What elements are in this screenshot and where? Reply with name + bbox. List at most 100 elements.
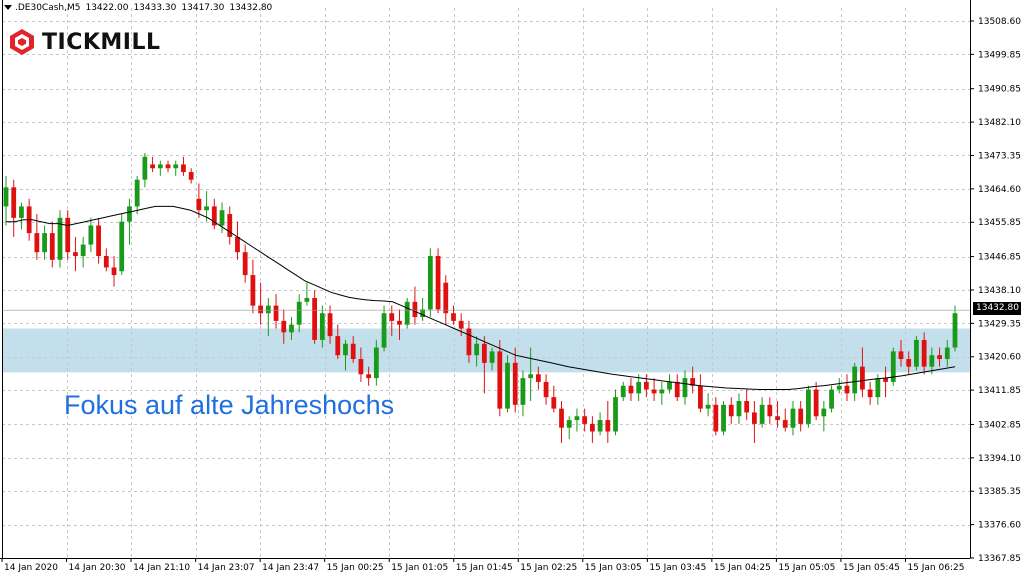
candle-body	[103, 256, 109, 268]
candle-body	[343, 343, 348, 356]
candle-body	[73, 252, 78, 257]
candle-body	[389, 313, 395, 321]
y-tick-label: 13385.35	[978, 487, 1021, 497]
ohlc-close: 13432.80	[229, 3, 273, 13]
candle-body	[358, 359, 364, 375]
candle-body	[782, 420, 788, 428]
tickmill-logo: TICKMILL	[8, 27, 161, 57]
x-tick-label: 14 Jan 20:30	[69, 563, 126, 573]
x-tick-label: 15 Jan 05:45	[843, 563, 900, 573]
candle-body	[335, 336, 341, 356]
candle-body	[875, 378, 881, 398]
candle-body	[682, 378, 688, 398]
x-tick-label: 14 Jan 23:47	[262, 563, 319, 573]
candle-body	[88, 225, 94, 245]
candle-body	[852, 366, 858, 394]
candle-body	[883, 378, 888, 382]
candle-body	[752, 412, 757, 424]
y-tick-label: 13438.10	[978, 286, 1021, 296]
candle-body	[667, 381, 672, 390]
grid	[2, 8, 971, 559]
candle-body	[898, 351, 904, 360]
y-tick-label: 13367.85	[978, 554, 1021, 564]
candle-body	[142, 156, 148, 180]
x-tick-label: 15 Jan 00:25	[327, 563, 384, 573]
candle-body	[775, 416, 780, 421]
candle-body	[605, 420, 611, 432]
y-tick-label: 13429.35	[978, 319, 1021, 329]
candle-body	[860, 366, 865, 390]
candle-body	[235, 236, 240, 253]
candle-body	[451, 313, 456, 321]
candle-body	[798, 408, 804, 424]
candle-body	[65, 217, 71, 253]
candle-body	[165, 164, 171, 169]
candle-body	[458, 320, 464, 329]
candle-body	[497, 351, 503, 409]
candle-body	[412, 301, 418, 318]
x-tick-label: 15 Jan 01:45	[456, 563, 513, 573]
y-tick-label: 13376.60	[978, 521, 1021, 531]
candle-body	[373, 347, 379, 379]
candle-body	[127, 206, 132, 222]
candle-body	[57, 217, 63, 260]
candle-body	[265, 305, 271, 314]
candle-body	[582, 416, 588, 424]
candle-body	[628, 385, 634, 394]
candle-body	[173, 164, 179, 169]
caret-down-icon[interactable]	[4, 5, 12, 10]
candle-body	[906, 359, 912, 367]
candle-body	[520, 378, 526, 405]
x-tick-label: 15 Jan 04:25	[714, 563, 771, 573]
candle-body	[381, 313, 387, 348]
candle-body	[327, 313, 333, 337]
candle-body	[304, 297, 310, 302]
candle-body	[134, 179, 140, 207]
candle-body	[921, 339, 927, 367]
candle-body	[150, 164, 155, 169]
candle-body	[211, 206, 217, 226]
candle-body	[242, 252, 248, 276]
candle-body	[250, 275, 256, 306]
candle-body	[312, 297, 318, 340]
y-tick-label: 13420.60	[978, 353, 1021, 363]
candle-body	[620, 385, 626, 398]
candle-body	[836, 385, 842, 390]
candle-body	[512, 362, 518, 405]
x-tick-label: 15 Jan 05:05	[778, 563, 835, 573]
candle-body	[196, 198, 202, 211]
x-tick-label: 15 Jan 02:25	[520, 563, 577, 573]
moving-average	[6, 205, 956, 390]
y-tick-label: 13499.85	[978, 50, 1021, 60]
candle-body	[535, 374, 541, 382]
annotation-text: Fokus auf alte Jahreshochs	[64, 390, 395, 420]
y-tick-label: 13473.35	[978, 151, 1021, 161]
candle-body	[713, 404, 719, 432]
y-tick-label: 13402.85	[978, 420, 1021, 430]
x-tick-label: 15 Jan 03:45	[649, 563, 706, 573]
y-tick-label: 13464.60	[978, 185, 1021, 195]
candle-body	[181, 164, 186, 173]
logo-text: TICKMILL	[42, 29, 161, 55]
candle-body	[227, 214, 233, 237]
x-tick-label: 14 Jan 2020	[4, 563, 58, 573]
candle-body	[721, 404, 726, 432]
candle-body	[11, 187, 17, 218]
candle-body	[466, 328, 472, 356]
candle-body	[273, 305, 279, 321]
moving-average-line	[6, 205, 956, 390]
candle-body	[119, 221, 125, 272]
y-tick-label: 13394.10	[978, 454, 1021, 464]
candle-body	[813, 389, 819, 417]
candle-body	[319, 313, 325, 340]
y-tick-label: 13508.60	[978, 17, 1021, 27]
candle-body	[744, 400, 750, 413]
candle-body	[551, 397, 557, 409]
candle-body	[505, 362, 510, 409]
candle-body	[427, 256, 433, 310]
candle-body	[597, 420, 603, 432]
candle-body	[566, 420, 572, 428]
symbol-info-bar: .DE30Cash,M5 13422.00 13433.30 13417.30 1343…	[4, 3, 277, 13]
